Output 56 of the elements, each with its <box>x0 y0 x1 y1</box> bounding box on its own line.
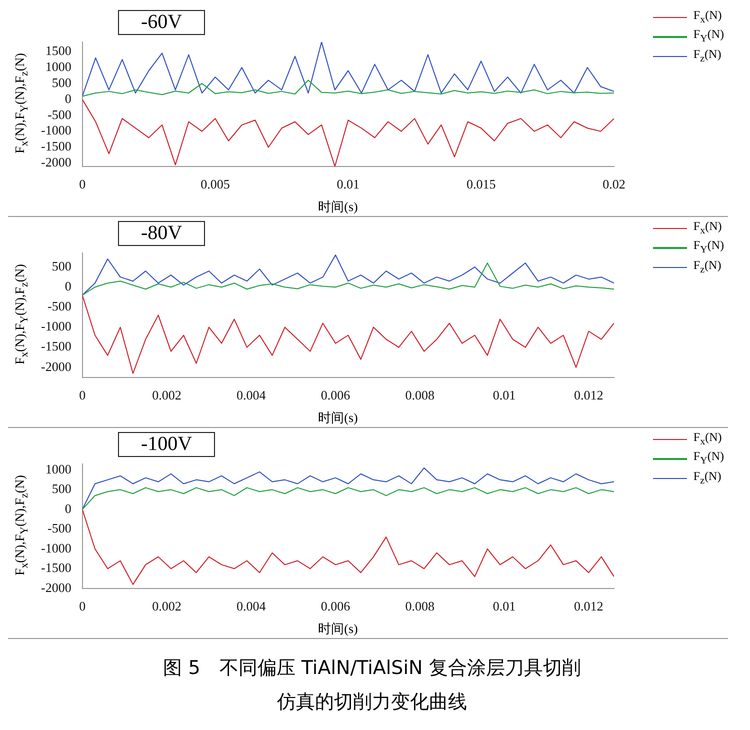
y-tick-label: -1500 <box>40 338 72 354</box>
y-tick-label: -2000 <box>40 154 72 170</box>
y-tick-label: -1000 <box>40 122 72 138</box>
x-tick-label: 0.01 <box>492 598 516 614</box>
x-tick-label: 0 <box>79 176 86 192</box>
x-tick-label: 0.006 <box>320 598 351 614</box>
legend-label: F$_{Y}$(N) <box>693 238 724 258</box>
y-tick-label: 0 <box>64 278 72 294</box>
y-tick-label: 500 <box>52 481 72 496</box>
y-tick-label: -1500 <box>40 560 72 576</box>
x-tick-label: 0.004 <box>236 598 266 614</box>
x-tick-label: 0.012 <box>574 388 604 403</box>
x-tick-label: 0.012 <box>574 598 604 614</box>
y-tick-label: 500 <box>52 258 72 274</box>
legend-label: F$_{x}$(N) <box>693 430 722 450</box>
y-tick-label: 1000 <box>45 461 72 476</box>
x-tick-label: 0.002 <box>152 388 182 403</box>
x-tick-label: 0.01 <box>336 176 360 192</box>
x-tick-label: 0.008 <box>405 598 435 614</box>
y-tick-label: -500 <box>47 298 72 314</box>
x-tick-label: 0 <box>79 598 86 614</box>
x-tick-label: 0.002 <box>152 598 182 614</box>
x-axis-title: 时间(s) <box>317 198 359 216</box>
y-tick-label: -500 <box>47 520 72 536</box>
y-tick-label: -1000 <box>40 540 72 556</box>
y-tick-label: -500 <box>47 106 72 122</box>
legend-label: F$_{Y}$(N) <box>693 449 724 469</box>
caption: 图 5 不同偏压 TiAlN/TiAlSiN 复合涂层刀具切削仿真的切削力变化曲线 <box>162 656 582 715</box>
y-tick-label: -1000 <box>40 318 72 334</box>
x-tick-label: 0.004 <box>236 388 266 403</box>
x-tick-label: 0.015 <box>466 176 496 192</box>
x-axis-title: 时间(s) <box>317 620 359 638</box>
y-tick-label: 1000 <box>45 58 72 74</box>
y-tick-label: 500 <box>52 74 72 90</box>
y-tick-label: -2000 <box>40 358 72 374</box>
legend-label: F$_{z}$(N) <box>693 46 722 66</box>
legend-label: F$_{x}$(N) <box>693 8 722 28</box>
x-tick-label: 0.005 <box>200 176 230 192</box>
x-axis-title: 时间(s) <box>317 409 359 427</box>
y-tick-label: 0 <box>64 90 72 106</box>
chart-title: -100V <box>118 432 216 457</box>
x-tick-label: 0.008 <box>405 388 435 403</box>
x-tick-label: 0.006 <box>320 388 351 403</box>
legend-label: F$_{x}$(N) <box>693 219 722 238</box>
y-tick-label: 0 <box>64 500 72 516</box>
chart-title: -80V <box>118 221 206 246</box>
x-tick-label: 0 <box>79 388 86 403</box>
y-tick-label: 1500 <box>45 42 72 58</box>
x-tick-label: 0.01 <box>492 388 516 403</box>
legend-label: F$_{z}$(N) <box>693 258 722 278</box>
y-tick-label: -2000 <box>40 580 72 595</box>
x-tick-label: 0.02 <box>602 176 626 192</box>
legend-label: F$_{z}$(N) <box>693 468 722 488</box>
y-tick-label: -1500 <box>40 138 72 154</box>
legend-label: F$_{Y}$(N) <box>693 27 724 47</box>
chart-title: -60V <box>118 10 206 35</box>
